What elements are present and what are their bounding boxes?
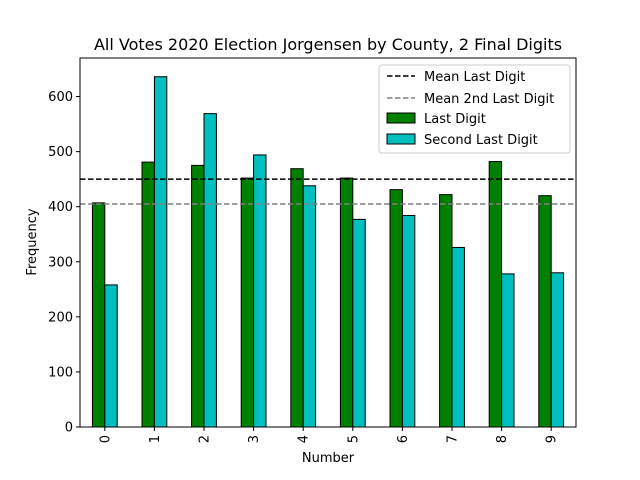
legend-label-mean-last-digit: Mean Last Digit <box>424 70 525 85</box>
bar-second-last-digit-6 <box>401 215 416 428</box>
y-tick-label-500: 500 <box>48 145 73 160</box>
y-tick-label-400: 400 <box>48 200 73 215</box>
x-tick-label-1: 1 <box>148 435 163 443</box>
legend-swatch-second-last-digit <box>386 133 416 145</box>
bar-second-last-digit-1 <box>153 76 168 428</box>
legend-label-last-digit: Last Digit <box>424 112 486 127</box>
x-tick-label-8: 8 <box>495 435 510 443</box>
x-tick-label-3: 3 <box>247 435 262 443</box>
bar-second-last-digit-7 <box>451 246 465 428</box>
y-tick-label-300: 300 <box>48 255 73 270</box>
bar-last-digit-8 <box>488 161 503 428</box>
legend-swatch-last-digit <box>386 112 416 124</box>
bar-last-digit-3 <box>240 177 255 428</box>
reference-lines <box>80 178 576 205</box>
chart-title: All Votes 2020 Election Jorgensen by Cou… <box>94 35 562 54</box>
bar-second-last-digit-0 <box>104 284 118 428</box>
plot-area <box>79 57 577 428</box>
y-axis-label: Frequency <box>25 208 40 275</box>
bar-second-last-digit-3 <box>253 154 267 428</box>
y-axis: 0 100 200 300 400 500 600 <box>48 90 80 436</box>
y-tick-label-0: 0 <box>65 421 73 436</box>
x-axis: 0 1 2 3 4 5 6 7 8 9 <box>98 427 560 443</box>
bar-second-last-digit-9 <box>550 272 565 428</box>
x-tick-label-0: 0 <box>98 435 113 443</box>
bar-last-digit-1 <box>141 161 155 428</box>
legend-label-second-last-digit: Second Last Digit <box>424 133 538 148</box>
x-tick-label-4: 4 <box>297 435 312 443</box>
bar-last-digit-9 <box>538 195 552 428</box>
bar-last-digit-0 <box>91 202 106 428</box>
x-axis-label: Number <box>302 451 355 466</box>
x-tick-label-6: 6 <box>396 435 411 443</box>
x-tick-label-7: 7 <box>446 435 461 443</box>
x-tick-label-2: 2 <box>198 435 213 443</box>
bar-second-last-digit-5 <box>352 218 366 428</box>
bar-last-digit-7 <box>439 194 453 428</box>
bar-last-digit-6 <box>389 189 403 428</box>
legend: Mean Last Digit Mean 2nd Last Digit Last… <box>378 64 571 154</box>
x-tick-label-5: 5 <box>346 435 361 443</box>
y-tick-label-600: 600 <box>48 90 73 105</box>
legend-label-mean-2nd-last-digit: Mean 2nd Last Digit <box>424 92 554 107</box>
x-tick-label-9: 9 <box>545 435 560 443</box>
y-tick-label-200: 200 <box>48 310 73 325</box>
legend-box <box>378 64 571 154</box>
bar-last-digit-4 <box>290 168 304 428</box>
plot-frame <box>79 57 577 428</box>
bar-last-digit-5 <box>339 177 354 428</box>
bar-second-last-digit-2 <box>203 113 217 428</box>
bar-second-last-digit-4 <box>302 185 317 428</box>
y-tick-label-100: 100 <box>48 365 73 380</box>
bar-second-last-digit-8 <box>501 273 515 428</box>
